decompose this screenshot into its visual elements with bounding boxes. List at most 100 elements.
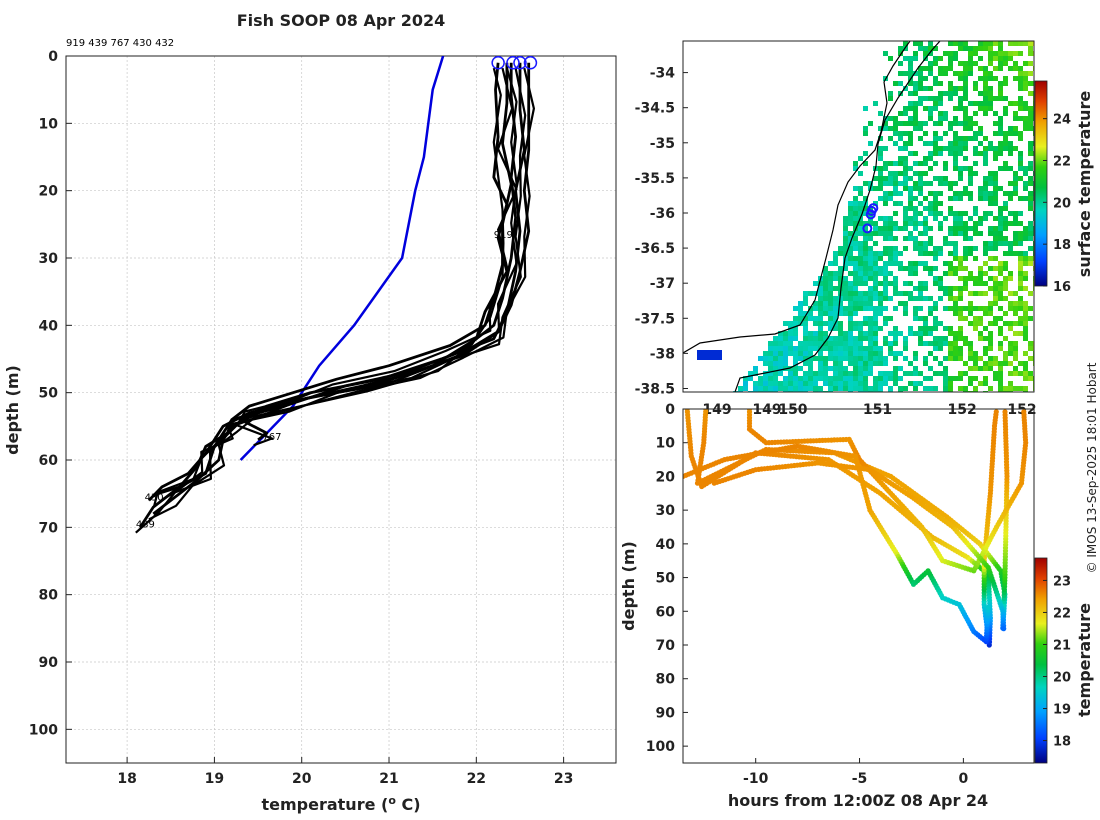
sst-cell: [983, 326, 988, 331]
sst-cell: [878, 226, 883, 231]
sst-cell: [858, 356, 863, 361]
sst-cell: [1028, 376, 1033, 381]
sst-cell: [908, 106, 913, 111]
sst-cell: [908, 381, 913, 386]
sst-cell: [808, 386, 813, 391]
sst-cell: [768, 386, 773, 391]
sst-cell: [883, 51, 888, 56]
sst-cell: [998, 56, 1003, 61]
sst-cell: [943, 236, 948, 241]
sst-cell: [1023, 286, 1028, 291]
sst-cell: [808, 346, 813, 351]
coastline: [683, 41, 911, 354]
sst-cell: [943, 216, 948, 221]
sst-cell: [933, 346, 938, 351]
sst-cell: [918, 246, 923, 251]
sst-cell: [1003, 251, 1008, 256]
sst-cell: [863, 351, 868, 356]
sst-cell: [888, 346, 893, 351]
sst-cell: [1008, 51, 1013, 56]
sst-cell: [788, 321, 793, 326]
sst-cell: [707, 350, 712, 355]
sst-cell: [823, 276, 828, 281]
sst-cell: [988, 201, 993, 206]
sst-cell: [828, 321, 833, 326]
sst-cell: [893, 371, 898, 376]
sst-cell: [983, 281, 988, 286]
sst-cell: [988, 356, 993, 361]
sst-cell: [838, 346, 843, 351]
sst-cell: [988, 361, 993, 366]
sst-cell: [938, 116, 943, 121]
sst-cell: [878, 296, 883, 301]
sst-cell: [938, 191, 943, 196]
sst-cell: [928, 226, 933, 231]
sst-cell: [818, 291, 823, 296]
sst-cell: [1003, 321, 1008, 326]
sst-cell: [893, 186, 898, 191]
sst-cell: [968, 251, 973, 256]
sst-cell: [858, 226, 863, 231]
sst-cell: [1023, 256, 1028, 261]
sst-cell: [778, 386, 783, 391]
sst-cell: [898, 46, 903, 51]
sst-cell: [1018, 321, 1023, 326]
map-y-ticks: -34-34.5-35-35.5-36-36.5-37-37.5-38-38.5: [635, 66, 688, 397]
sst-cell: [858, 341, 863, 346]
sst-cell: [868, 321, 873, 326]
sst-cell: [918, 86, 923, 91]
sst-cell: [973, 206, 978, 211]
sst-cell: [948, 186, 953, 191]
sst-colorbar-tick-label: 20: [1053, 196, 1071, 211]
sst-cell: [1008, 221, 1013, 226]
sst-cell: [888, 196, 893, 201]
sst-cell: [828, 271, 833, 276]
sst-cell: [933, 106, 938, 111]
sst-cell: [783, 336, 788, 341]
sst-cell: [878, 301, 883, 306]
sst-cell: [868, 231, 873, 236]
sst-cell: [853, 256, 858, 261]
sst-cell: [878, 186, 883, 191]
sst-cell: [833, 271, 838, 276]
sst-cell: [893, 176, 898, 181]
sst-cell: [993, 276, 998, 281]
sst-cell: [878, 166, 883, 171]
sst-cell: [1023, 311, 1028, 316]
sst-cell: [853, 376, 858, 381]
sst-cell: [858, 206, 863, 211]
sst-cell: [908, 116, 913, 121]
profile-line-432: [157, 62, 513, 496]
sst-cell: [958, 166, 963, 171]
sst-cell: [968, 356, 973, 361]
sst-cell: [863, 321, 868, 326]
sst-cell: [953, 121, 958, 126]
sst-cell: [908, 61, 913, 66]
sst-cell: [818, 286, 823, 291]
sst-cell: [843, 276, 848, 281]
sst-cell: [873, 251, 878, 256]
sst-cell: [948, 121, 953, 126]
sst-cell: [918, 121, 923, 126]
temperature-colorbar-label: temperature: [1075, 603, 1094, 717]
sst-cell: [953, 251, 958, 256]
sst-cell: [978, 126, 983, 131]
sst-cell: [1003, 51, 1008, 56]
sst-cell: [858, 271, 863, 276]
sst-cell: [818, 356, 823, 361]
sst-cell: [893, 251, 898, 256]
sst-cell: [933, 371, 938, 376]
sst-cell: [888, 216, 893, 221]
sst-cell: [918, 71, 923, 76]
sst-cell: [848, 321, 853, 326]
sst-cell: [963, 276, 968, 281]
sst-cell: [858, 246, 863, 251]
sst-cell: [1003, 311, 1008, 316]
section-dot: [1021, 409, 1027, 415]
sst-cell: [813, 356, 818, 361]
sst-cell: [903, 86, 908, 91]
sst-cell: [788, 331, 793, 336]
sst-cell: [908, 191, 913, 196]
sst-cell: [1028, 341, 1033, 346]
sst-cell: [808, 376, 813, 381]
